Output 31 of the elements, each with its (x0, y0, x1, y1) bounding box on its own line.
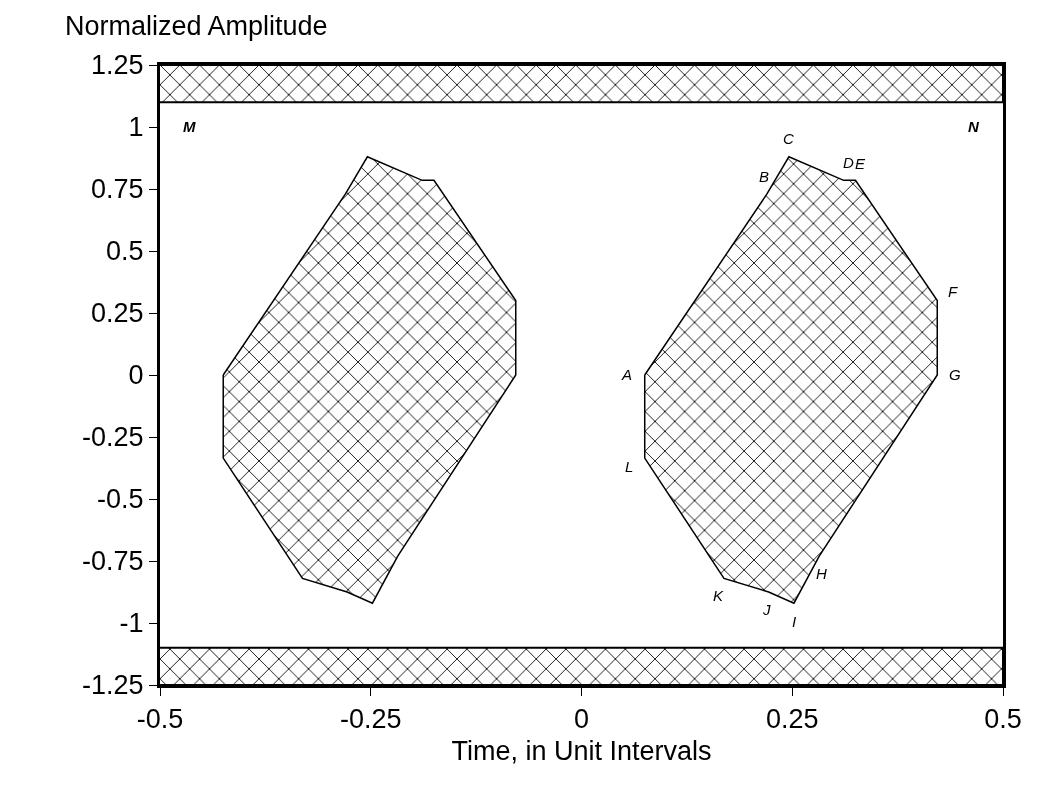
annotation: M (183, 118, 196, 135)
annotation: I (792, 613, 797, 630)
y-tick-label: 0.5 (106, 236, 144, 267)
annotation: E (855, 155, 866, 172)
annotation: K (713, 587, 724, 604)
annotation: J (762, 601, 771, 618)
x-tick-label: 0.5 (984, 704, 1022, 735)
annotation: H (816, 565, 827, 582)
x-axis-title: Time, in Unit Intervals (451, 735, 712, 766)
x-tick-label: 0.25 (765, 704, 819, 735)
y-tick-label: -0.75 (82, 546, 144, 577)
y-tick-label: -0.5 (97, 484, 144, 515)
y-tick-label: 1 (128, 112, 144, 143)
annotation: C (783, 130, 794, 147)
y-axis-title: Normalized Amplitude (65, 11, 328, 41)
x-tick-label: 0 (573, 704, 590, 735)
y-tick-label: -0.25 (82, 422, 144, 453)
y-tick-label: 0.75 (91, 174, 144, 205)
annotation: D (843, 154, 854, 171)
y-tick-label: 0.25 (91, 298, 144, 329)
x-tick-label: -0.25 (339, 704, 402, 735)
annotation: A (621, 366, 633, 383)
y-tick-label: -1 (119, 608, 144, 639)
annotation: F (948, 283, 958, 300)
annotation: G (949, 366, 961, 383)
annotation: N (968, 118, 980, 135)
y-tick-label: 1.25 (91, 50, 144, 81)
annotation: L (625, 458, 634, 475)
y-tick-label: 0 (128, 360, 144, 391)
y-tick-label: -1.25 (82, 670, 144, 701)
annotation: B (759, 168, 770, 185)
